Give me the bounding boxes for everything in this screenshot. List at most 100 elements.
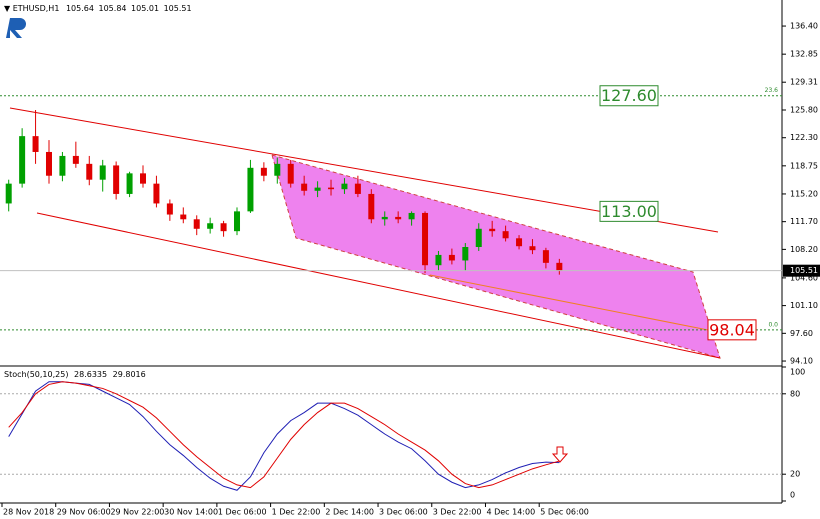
x-tick-label: 29 Nov 22:00 — [110, 508, 164, 517]
y-tick-label: 100 — [790, 368, 805, 377]
candle-body — [328, 187, 335, 190]
candle-body — [529, 246, 536, 251]
candle-body — [314, 187, 321, 191]
candle-body — [354, 183, 361, 194]
x-tick-label: 29 Nov 06:00 — [57, 508, 111, 517]
x-tick-label: 1 Dec 06:00 — [218, 508, 267, 517]
candle-body — [287, 163, 294, 184]
candle-body — [368, 193, 375, 220]
indicator-line — [8, 381, 560, 491]
price-box-label: 113.00 — [601, 202, 657, 221]
x-tick-label: 4 Dec 14:00 — [486, 508, 535, 517]
candle-body — [86, 163, 93, 180]
y-tick-label: 94.10 — [790, 357, 813, 366]
candle-body — [381, 216, 388, 220]
candle-body — [542, 250, 549, 263]
y-tick-label: 20 — [790, 470, 800, 479]
candle-body — [32, 136, 39, 152]
x-tick-label: 3 Dec 22:00 — [433, 508, 482, 517]
candle-body — [45, 151, 52, 176]
x-tick-label: 1 Dec 22:00 — [272, 508, 321, 517]
y-tick-label: 118.75 — [790, 161, 818, 170]
y-tick-label: 0 — [790, 491, 795, 500]
y-tick-label: 125.80 — [790, 105, 818, 114]
candle-body — [462, 247, 469, 261]
candle-body — [395, 216, 402, 220]
price-box-label: 98.04 — [709, 320, 755, 339]
candle-body — [408, 212, 415, 220]
chart-header: ▼ ETHUSD,H1 105.64 105.84 105.01 105.51 — [4, 4, 192, 13]
candle-body — [207, 223, 214, 229]
candle-body — [140, 173, 146, 184]
y-tick-label: 108.20 — [790, 245, 818, 254]
candle-body — [72, 155, 79, 164]
candle-body — [180, 214, 187, 220]
candle-body — [19, 136, 26, 184]
price-box — [599, 200, 659, 222]
price-box-label: 127.60 — [601, 86, 657, 105]
candle-body — [153, 183, 160, 204]
candle-body — [260, 167, 267, 176]
last-price-box — [783, 264, 820, 277]
y-tick-label: 132.85 — [790, 50, 818, 59]
x-tick-label: 5 Dec 06:00 — [540, 508, 589, 517]
candle-body — [341, 183, 348, 190]
x-tick-label: 28 Nov 2018 — [3, 508, 54, 517]
candle-body — [99, 165, 106, 180]
y-tick-label: 122.30 — [790, 133, 818, 142]
channel-lower — [36, 212, 721, 359]
trend-line — [429, 274, 709, 331]
indicator-signal: 29.8016 — [113, 370, 146, 379]
candle-body — [516, 238, 523, 247]
y-tick-label: 129.31 — [790, 78, 818, 87]
candle-body — [301, 183, 308, 191]
y-tick-label: 136.40 — [790, 22, 818, 31]
indicator-title: Stoch(50,10,25) — [4, 370, 68, 379]
signal-arrow — [551, 446, 569, 463]
candle-body — [556, 262, 563, 271]
header-arrow: ▼ — [4, 4, 13, 13]
header-close: 105.51 — [164, 4, 192, 13]
y-tick-label: 101.10 — [790, 301, 818, 310]
candle-body — [247, 167, 254, 212]
candle-body — [274, 163, 281, 176]
level-label: 23.6 — [765, 87, 779, 94]
y-tick-label: 111.70 — [790, 217, 818, 226]
candle-body — [5, 183, 12, 204]
candle-body — [489, 228, 496, 232]
x-tick-label: 30 Nov 14:00 — [164, 508, 218, 517]
y-tick-label: 97.60 — [790, 329, 813, 338]
candle-body — [193, 219, 200, 229]
symbol: ETHUSD,H1 — [13, 4, 60, 13]
candle-body — [126, 173, 133, 194]
candle-body — [113, 165, 120, 194]
candle-body — [59, 155, 66, 176]
y-tick-label: 115.20 — [790, 189, 818, 198]
candle-body — [220, 223, 227, 232]
indicator-header: Stoch(50,10,25) 28.6335 29.8016 — [4, 370, 146, 379]
y-tick-label: 104.60 — [790, 273, 818, 282]
logo — [6, 18, 26, 38]
x-tick-label: 2 Dec 14:00 — [325, 508, 374, 517]
header-open: 105.64 — [66, 4, 94, 13]
candle-body — [422, 212, 429, 266]
last-price-label: 105.51 — [790, 266, 818, 275]
price-box — [599, 85, 659, 107]
candle-body — [166, 203, 173, 215]
candle-body — [448, 254, 455, 261]
logo-mark — [6, 18, 26, 38]
header-high: 105.84 — [99, 4, 127, 13]
candle-body — [234, 211, 241, 232]
candle-body — [475, 228, 482, 248]
candle-body — [502, 231, 509, 239]
price-box — [707, 319, 757, 341]
y-tick-label: 80 — [790, 389, 800, 398]
indicator-main: 28.6335 — [74, 370, 107, 379]
level-label: 0.0 — [768, 321, 778, 328]
indicator-line — [8, 381, 560, 489]
candle-body — [435, 254, 442, 266]
header-low: 105.01 — [131, 4, 159, 13]
x-tick-label: 3 Dec 06:00 — [379, 508, 428, 517]
